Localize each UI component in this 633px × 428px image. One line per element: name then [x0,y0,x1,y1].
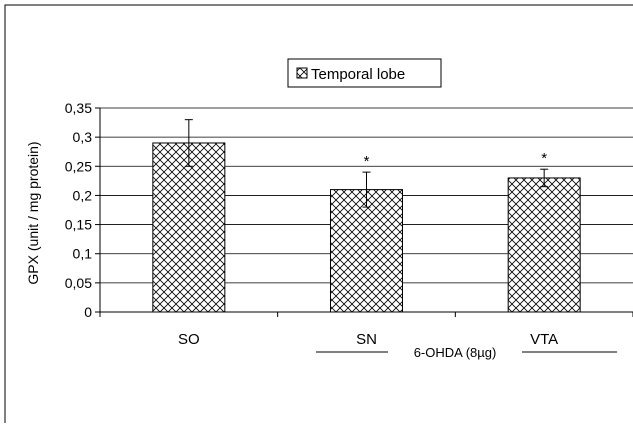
y-tick-label: 0,1 [73,246,93,262]
bar [330,189,403,313]
axes [95,107,633,317]
significance-markers: * * [364,150,548,170]
y-tick-label: 0,3 [73,129,93,145]
x-tick-label: VTA [530,331,558,348]
x-tick-labels: SO SN VTA [178,331,558,348]
x-tick-label: SN [356,331,377,348]
y-tick-label: 0,25 [65,158,92,174]
y-tick-label: 0,05 [65,275,92,291]
bar [152,142,226,313]
significance-star: * [541,150,547,167]
y-tick-label: 0,15 [65,217,92,233]
legend-box [287,58,442,88]
y-tick-labels: 0 0,05 0,1 0,15 0,2 0,25 0,3 0,35 [65,100,92,320]
bar [507,177,581,313]
y-axis-label: GPX (unit / mg protein) [25,141,41,284]
error-bars [184,119,549,208]
x-tick-label: SO [178,331,200,348]
y-tick-label: 0,2 [73,187,93,203]
chart-border [4,4,633,423]
legend-label: Temporal lobe [311,66,405,83]
significance-star: * [364,153,370,170]
group-label: 6-OHDA (8µg) [414,345,497,360]
y-tick-label: 0 [84,304,92,320]
y-tick-label: 0,35 [65,100,92,116]
group-bracket: 6-OHDA (8µg) [316,345,617,360]
legend-swatch [296,67,308,79]
bars [152,142,581,313]
legend: Temporal lobe [287,58,442,88]
